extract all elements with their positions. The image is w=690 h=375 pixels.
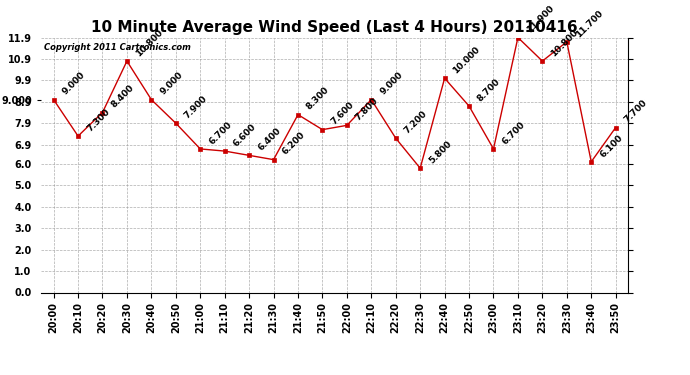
Text: 6.400: 6.400 [256,126,282,153]
Text: 10.800: 10.800 [134,28,164,58]
Text: 6.100: 6.100 [598,133,624,159]
Text: 7.600: 7.600 [329,100,356,127]
Text: 5.800: 5.800 [427,139,453,165]
Text: 8.300: 8.300 [305,86,331,112]
Text: 7.700: 7.700 [622,98,649,125]
Text: 7.900: 7.900 [183,94,209,120]
Text: 6.200: 6.200 [281,130,307,157]
Title: 10 Minute Average Wind Speed (Last 4 Hours) 20110416: 10 Minute Average Wind Speed (Last 4 Hou… [91,20,578,35]
Text: 10.800: 10.800 [549,28,580,58]
Text: 11.900: 11.900 [525,4,555,35]
Text: 11.700: 11.700 [574,8,604,39]
Text: 6.700: 6.700 [500,120,526,146]
Text: 8.700: 8.700 [476,77,502,103]
Text: Copyright 2011 Cartronics.com: Copyright 2011 Cartronics.com [44,43,191,52]
Text: 7.800: 7.800 [354,96,380,123]
Text: 9.000: 9.000 [158,70,184,97]
Text: 7.200: 7.200 [403,109,429,135]
Text: 8.400: 8.400 [110,83,136,110]
Text: 9.000: 9.000 [61,70,87,97]
Text: 9.000: 9.000 [378,70,404,97]
Text: 6.600: 6.600 [232,122,258,148]
Text: 6.700: 6.700 [207,120,233,146]
Text: 7.300: 7.300 [85,107,111,133]
Text: 10.000: 10.000 [451,45,482,75]
